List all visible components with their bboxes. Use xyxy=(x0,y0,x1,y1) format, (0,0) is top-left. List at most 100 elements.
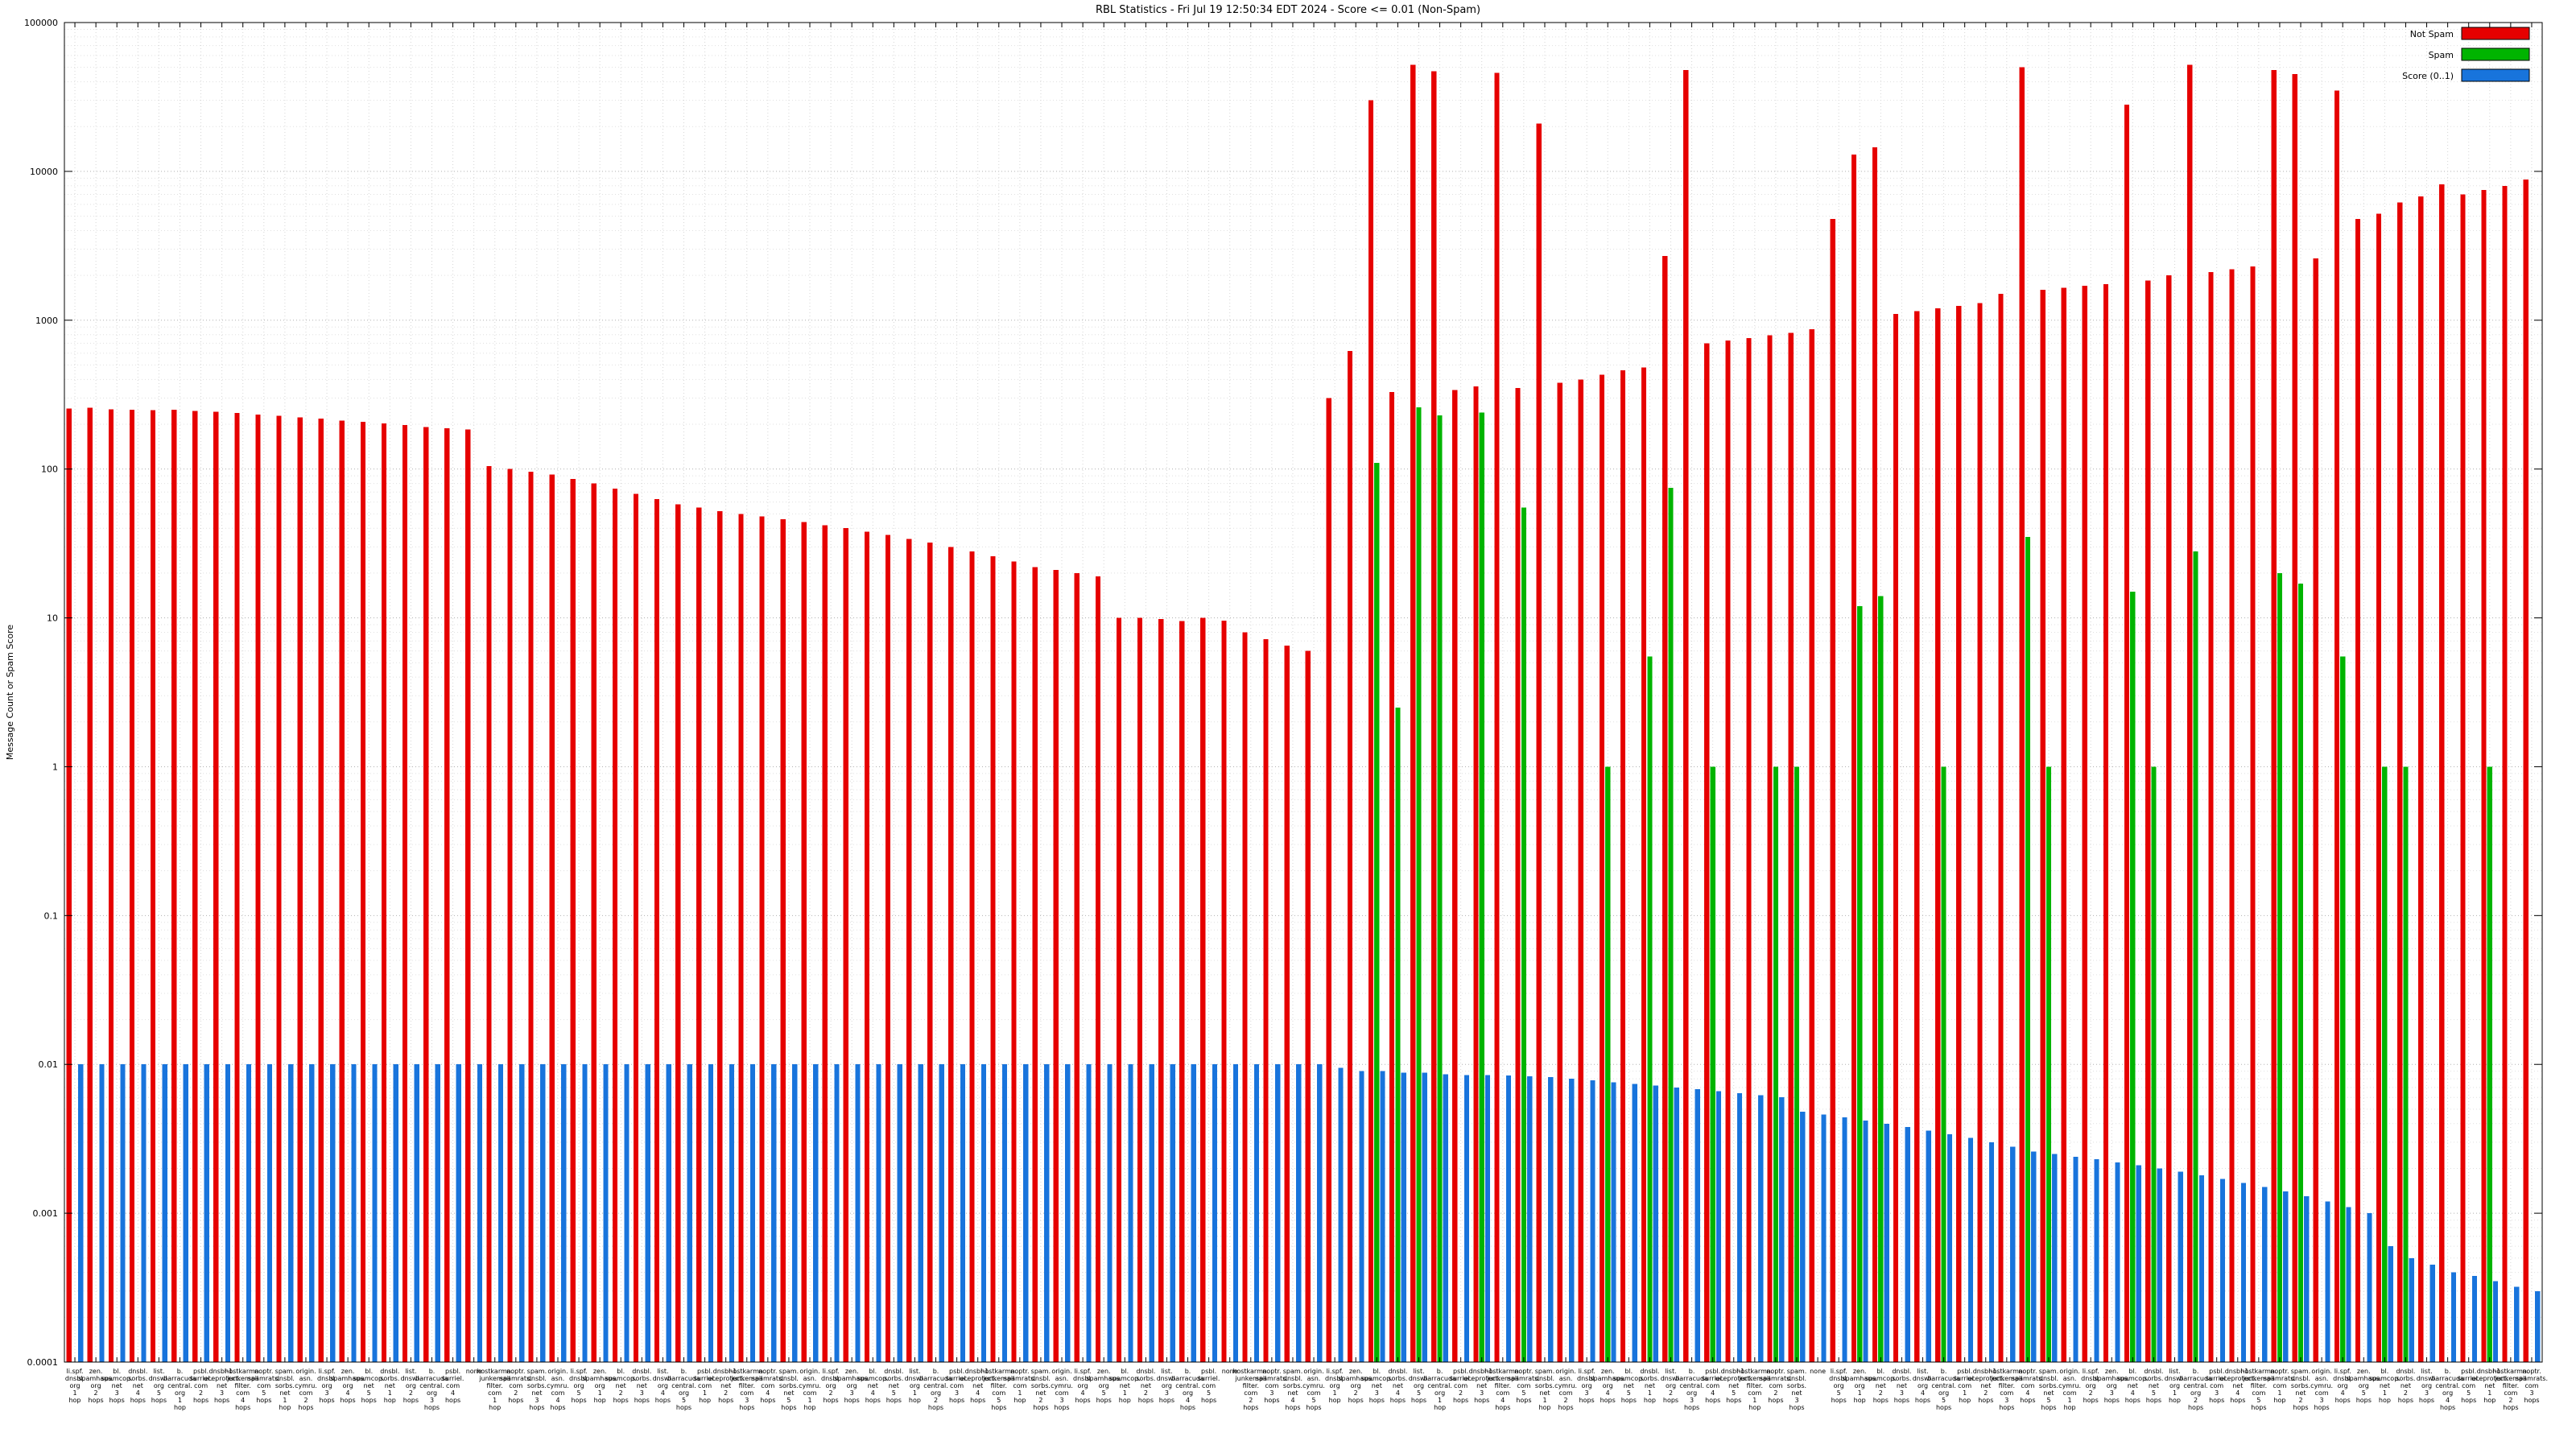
x-tick-label: hops xyxy=(2524,1397,2539,1404)
x-tick-label: sorbs. xyxy=(1535,1382,1554,1389)
x-tick-label: sorbs. xyxy=(128,1375,147,1382)
x-tick-label: asn. xyxy=(1055,1375,1069,1382)
x-tick-label: central. xyxy=(2435,1382,2459,1389)
bar-notspam xyxy=(2019,67,2025,1362)
bar-spam xyxy=(2130,592,2136,1362)
bar-notspam xyxy=(2082,286,2087,1362)
bar-notspam xyxy=(2376,213,2382,1362)
x-tick-label: 1 xyxy=(2173,1389,2177,1397)
bar-notspam xyxy=(1368,100,1374,1362)
bar-notspam xyxy=(1683,69,1689,1362)
bar-notspam xyxy=(780,519,786,1362)
bar-notspam xyxy=(129,410,135,1363)
x-tick-label: uceprotect. xyxy=(2471,1375,2508,1382)
x-tick-label: hops xyxy=(1285,1404,1300,1411)
bar-notspam xyxy=(2481,189,2487,1363)
x-tick-label: b. xyxy=(1689,1368,1695,1375)
x-tick-label: 1 xyxy=(807,1397,811,1404)
x-tick-label: surriel. xyxy=(1198,1375,1220,1382)
bar-score xyxy=(666,1064,671,1362)
x-tick-label: 2 xyxy=(2508,1397,2512,1404)
x-tick-label: 5 xyxy=(1102,1389,1106,1397)
x-tick-label: hops xyxy=(2419,1397,2434,1404)
x-tick-label: list. xyxy=(1161,1368,1172,1375)
x-tick-label: dnsbl-1. xyxy=(1469,1368,1495,1375)
x-tick-label: hops xyxy=(1915,1397,1930,1404)
bar-score xyxy=(330,1064,336,1362)
x-tick-label: hops xyxy=(319,1397,334,1404)
x-tick-label: 3 xyxy=(2110,1389,2114,1397)
x-tick-label: sorbs. xyxy=(2144,1375,2163,1382)
x-tick-label: asn. xyxy=(299,1375,313,1382)
x-tick-label: org xyxy=(658,1382,668,1389)
bar-score xyxy=(708,1064,714,1362)
x-tick-label: uceprotect. xyxy=(1463,1375,1501,1382)
x-tick-label: hops xyxy=(1705,1397,1720,1404)
bar-notspam xyxy=(402,424,408,1362)
bar-score xyxy=(2450,1272,2457,1362)
x-tick-label: uceprotect. xyxy=(1715,1375,1752,1382)
x-tick-label: 4 xyxy=(2131,1389,2135,1397)
x-tick-label: dnsbl-1. xyxy=(713,1368,739,1375)
bar-score xyxy=(435,1064,440,1362)
bar-score xyxy=(2346,1207,2351,1362)
x-tick-label: dnswl. xyxy=(1157,1375,1178,1382)
bar-notspam xyxy=(1011,561,1017,1362)
x-tick-label: zen. xyxy=(1349,1368,1363,1375)
x-tick-label: b. xyxy=(933,1368,939,1375)
x-tick-label: 2 xyxy=(1564,1397,1568,1404)
x-tick-label: dnsbl. xyxy=(1535,1375,1554,1382)
bar-score xyxy=(288,1064,294,1362)
x-tick-label: 4 xyxy=(451,1389,455,1397)
x-tick-label: 5 xyxy=(262,1389,266,1397)
x-tick-label: hops xyxy=(2083,1397,2099,1404)
x-tick-label: spamhaus. xyxy=(2346,1375,2381,1382)
x-tick-label: psbl. xyxy=(1201,1368,1216,1375)
x-tick-label: 5 xyxy=(1942,1397,1946,1404)
x-tick-label: noptr. xyxy=(254,1368,273,1375)
x-tick-label: 5 xyxy=(2256,1397,2260,1404)
x-tick-label: central. xyxy=(671,1382,696,1389)
x-tick-label: com xyxy=(551,1389,564,1397)
x-tick-label: li.spf. xyxy=(1327,1368,1344,1375)
x-tick-label: 1 xyxy=(388,1389,392,1397)
x-tick-label: dnsbl. xyxy=(1283,1375,1302,1382)
x-tick-label: net xyxy=(720,1382,731,1389)
bar-score xyxy=(1505,1075,1512,1362)
x-tick-label: com xyxy=(1517,1382,1530,1389)
x-tick-label: dnsbl. xyxy=(2396,1368,2415,1375)
x-tick-label: 4 xyxy=(2235,1389,2240,1397)
bar-spam xyxy=(2382,766,2388,1362)
x-tick-label: dnsbl-1. xyxy=(1721,1368,1747,1375)
x-tick-label: noptr. xyxy=(506,1368,525,1375)
x-tick-label: uceprotect. xyxy=(2219,1375,2256,1382)
bar-spam xyxy=(1647,656,1653,1362)
x-tick-label: org xyxy=(1582,1382,1592,1389)
bar-score xyxy=(1422,1072,1427,1362)
x-tick-label: bl. xyxy=(2380,1368,2388,1375)
bar-score xyxy=(834,1064,840,1362)
x-tick-label: hostkarma. xyxy=(2240,1368,2277,1375)
x-tick-label: com xyxy=(992,1389,1005,1397)
bar-notspam xyxy=(276,415,282,1362)
bar-score xyxy=(2136,1165,2141,1362)
x-tick-label: com xyxy=(2252,1389,2265,1397)
x-tick-label: cymru. xyxy=(295,1382,317,1389)
x-tick-label: 3 xyxy=(430,1397,434,1404)
x-tick-label: 2 xyxy=(2194,1397,2198,1404)
bar-score xyxy=(1338,1067,1344,1362)
x-tick-label: 3 xyxy=(1585,1389,1589,1397)
x-tick-label: hostkarma. xyxy=(2492,1368,2529,1375)
x-tick-label: barracuda xyxy=(919,1375,952,1382)
bar-score xyxy=(561,1064,567,1362)
x-tick-label: net xyxy=(972,1382,983,1389)
x-tick-label: hops xyxy=(2125,1397,2140,1404)
bar-notspam xyxy=(843,528,848,1362)
x-tick-label: org xyxy=(2338,1382,2348,1389)
x-tick-label: 2 xyxy=(1773,1389,1777,1397)
bar-spam xyxy=(1437,415,1443,1362)
x-tick-label: net xyxy=(2484,1382,2495,1389)
x-tick-label: hop xyxy=(1538,1404,1550,1411)
x-tick-label: spamcop. xyxy=(857,1375,889,1382)
bar-score xyxy=(1044,1064,1050,1362)
